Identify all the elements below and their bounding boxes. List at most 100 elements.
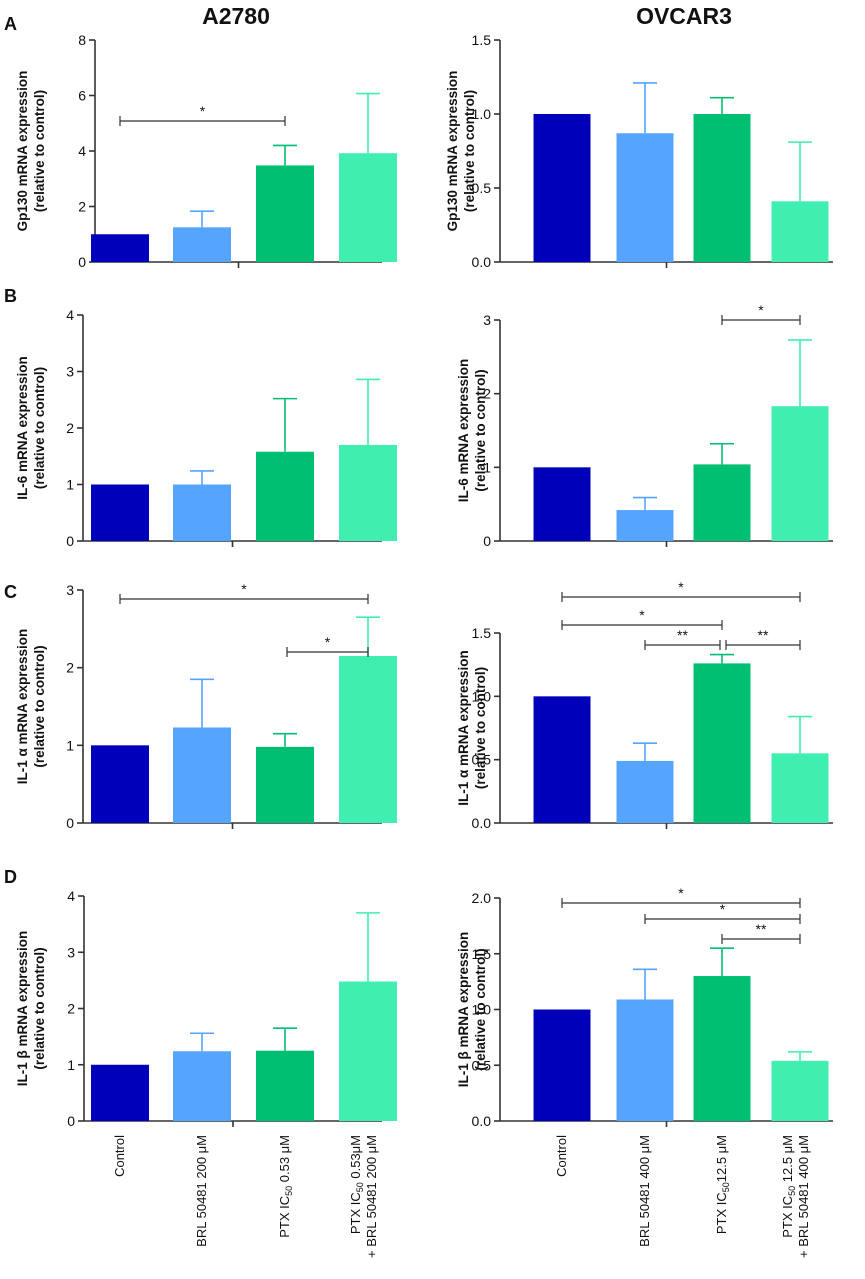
bar — [616, 760, 674, 823]
y-axis-label-units: (relative to control) — [473, 667, 488, 789]
y-tick-label: 0.0 — [472, 254, 492, 270]
y-tick-label: 3 — [67, 944, 75, 960]
significance-label: * — [200, 103, 206, 119]
y-tick-label: 2 — [66, 420, 74, 436]
y-axis-label: IL-6 mRNA expression — [456, 359, 471, 503]
y-tick-label: 1 — [66, 477, 74, 493]
significance-label: * — [678, 885, 684, 901]
bar — [339, 981, 397, 1121]
significance-label: * — [678, 579, 684, 595]
y-tick-label: 0 — [78, 254, 86, 270]
bar — [173, 727, 231, 823]
chart-c-a2780: 0 1 2 3 IL-1 α mRNA expression (relative to c… — [15, 581, 397, 831]
y-axis-label: Gp130 mRNA expression — [15, 71, 30, 232]
chart-a-a2780: 0 2 4 6 8 Gp130 mRNA expression (relative to c… — [15, 32, 397, 270]
y-axis-label-units: (relative to control) — [32, 90, 47, 212]
significance-label: * — [241, 581, 247, 597]
y-tick-label: 1.0 — [472, 1002, 492, 1018]
bar — [693, 114, 751, 262]
y-tick-label: 2.0 — [472, 890, 492, 906]
panel-letter-d: D — [4, 867, 17, 887]
column-title-ovcar3: OVCAR3 — [636, 3, 732, 29]
y-axis-label-units: (relative to control) — [473, 948, 488, 1070]
bar — [693, 464, 751, 541]
x-tick-label: PTX IC50 0.53 μM — [277, 1135, 294, 1238]
y-axis-label: IL-1 β mRNA expression — [456, 932, 471, 1088]
y-tick-label: 1.5 — [472, 625, 492, 641]
y-tick-label: 0 — [67, 1113, 75, 1129]
significance-label: * — [720, 901, 726, 917]
y-tick-label: 2 — [483, 386, 491, 402]
y-tick-label: 1.0 — [472, 688, 492, 704]
bar — [91, 745, 149, 823]
column-title-a2780: A2780 — [202, 3, 270, 29]
bar — [771, 201, 829, 262]
y-tick-label: 4 — [67, 888, 75, 904]
y-tick-label: 4 — [66, 307, 74, 323]
chart-b-a2780: 0 1 2 3 4 IL-6 mRNA expression (relative to co… — [15, 307, 397, 549]
bar — [256, 165, 314, 262]
significance-label: * — [758, 302, 764, 318]
chart-b-ovcar3: 0 1 2 3 IL-6 mRNA expression (relative to con… — [456, 302, 833, 549]
y-tick-label: 0.5 — [472, 180, 492, 196]
y-axis-label: IL-6 mRNA expression — [15, 356, 30, 500]
y-axis-label: Gp130 mRNA expression — [445, 71, 460, 232]
y-tick-label: 1 — [66, 737, 74, 753]
bar — [533, 1009, 591, 1121]
y-tick-label: 1.0 — [472, 106, 492, 122]
y-tick-label: 3 — [66, 582, 74, 598]
x-tick-label: Control — [554, 1135, 569, 1177]
bar — [256, 1050, 314, 1121]
panel-letter-b: B — [4, 286, 17, 306]
chart-c-ovcar3: 0.0 0.5 1.0 1.5IL-1 α mRNA expression (relat… — [456, 579, 833, 831]
bar — [616, 510, 674, 541]
significance-label: ** — [756, 921, 767, 937]
significance-label: ** — [758, 627, 769, 643]
y-tick-label: 0.5 — [472, 752, 492, 768]
bar — [771, 1060, 829, 1121]
bar — [533, 696, 591, 823]
y-tick-label: 6 — [78, 88, 86, 104]
bar — [693, 663, 751, 823]
chart-d-ovcar3: 0.0 0.5 1.0 1.5 2.0 IL-1 β mRNA expression (re… — [456, 885, 833, 1258]
y-tick-label: 1.5 — [472, 946, 492, 962]
bar — [91, 1064, 149, 1121]
chart-d-a2780: 0 1 2 3 4 IL-1 β mRNA expression (relative to … — [15, 888, 397, 1258]
y-tick-label: 0.0 — [472, 815, 492, 831]
significance-label: ** — [677, 627, 688, 643]
y-tick-label: 0.0 — [472, 1113, 492, 1129]
bar — [256, 451, 314, 541]
y-tick-label: 0 — [483, 533, 491, 549]
bar — [339, 153, 397, 262]
y-tick-label: 0.5 — [472, 1057, 492, 1073]
bar — [339, 656, 397, 823]
y-tick-label: 1 — [483, 459, 491, 475]
bar — [91, 484, 149, 541]
y-tick-label: 8 — [78, 32, 86, 48]
bar — [616, 133, 674, 262]
panel-letter-a: A — [4, 14, 17, 34]
y-tick-label: 0 — [66, 815, 74, 831]
x-tick-label: PTX IC50 0.53μM — [348, 1135, 365, 1234]
x-tick-label: Control — [112, 1135, 127, 1177]
y-axis-label: IL-1 α mRNA expression — [456, 650, 471, 806]
y-axis-label-units: (relative to control) — [462, 90, 477, 212]
bar — [533, 114, 591, 262]
bar — [256, 746, 314, 823]
x-tick-label: + BRL 50481 200 μM — [364, 1135, 379, 1258]
y-tick-label: 4 — [78, 143, 86, 159]
bar — [173, 484, 231, 541]
bar — [173, 227, 231, 262]
y-tick-label: 3 — [66, 364, 74, 380]
y-tick-label: 1.5 — [472, 32, 492, 48]
y-axis-label-units: (relative to control) — [32, 645, 47, 767]
bar — [616, 999, 674, 1121]
bar — [533, 467, 591, 541]
x-tick-label: BRL 50481 400 μM — [637, 1135, 652, 1247]
bar — [173, 1051, 231, 1121]
y-axis-label: IL-1 β mRNA expression — [15, 931, 30, 1087]
bar — [693, 976, 751, 1121]
